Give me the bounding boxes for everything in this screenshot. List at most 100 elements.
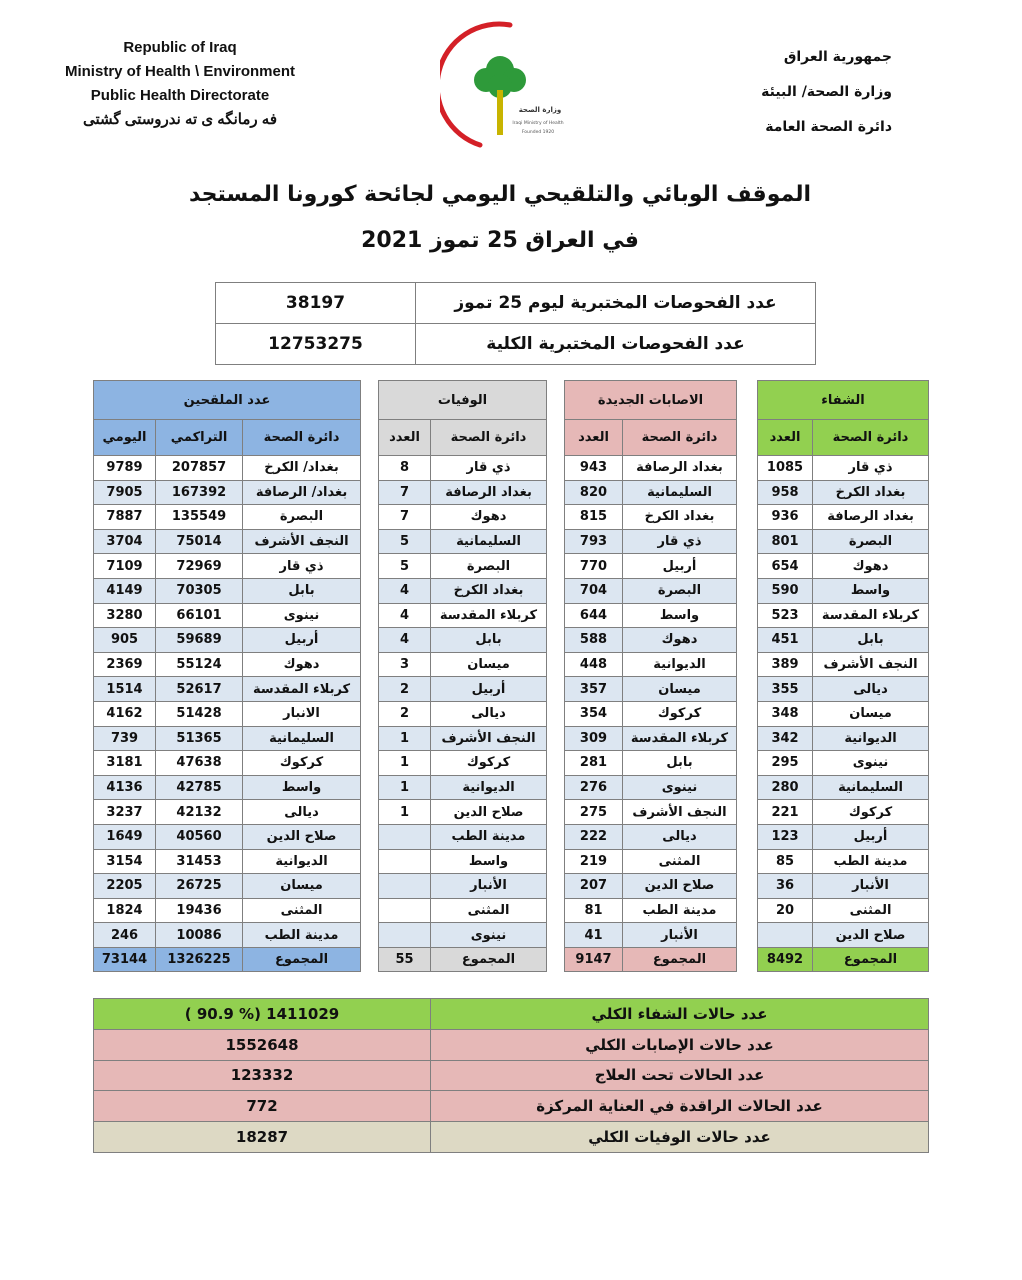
count-cell: 8 bbox=[377, 455, 432, 481]
count-cell: 135549 bbox=[155, 504, 244, 530]
count-cell: 704 bbox=[564, 577, 623, 604]
count-cell: 4149 bbox=[92, 577, 157, 604]
district-cell: النجف الأشرف bbox=[622, 799, 737, 825]
count-cell: 47638 bbox=[155, 750, 244, 776]
summary-row: عدد الحالات الراقدة في العناية المركزة 77… bbox=[93, 1090, 929, 1123]
count-cell: 280 bbox=[756, 774, 814, 801]
count-cell: 770 bbox=[564, 553, 623, 579]
table-row: واسط bbox=[377, 848, 548, 875]
table-row: صلاح الدين bbox=[756, 922, 930, 948]
table-row: الأنبار bbox=[377, 873, 548, 899]
count-cell: 7905 bbox=[92, 479, 157, 506]
table-row: ذي قار 1085 bbox=[756, 455, 930, 481]
district-cell: واسط bbox=[242, 774, 362, 801]
recovered-title: الشفاء bbox=[756, 380, 930, 420]
count-cell: 451 bbox=[756, 627, 814, 653]
summary-value: 772 bbox=[93, 1090, 431, 1123]
tests-table: عدد الفحوصات المختبرية ليوم 25 تموز 3819… bbox=[215, 282, 816, 365]
count-cell: 167392 bbox=[155, 479, 244, 506]
count-cell: 276 bbox=[564, 774, 623, 801]
district-cell: واسط bbox=[430, 848, 548, 875]
table-row: أربيل 2 bbox=[377, 676, 548, 702]
count-cell: 355 bbox=[756, 676, 814, 702]
count-cell: 739 bbox=[92, 725, 157, 752]
table-row: البصرة 5 bbox=[377, 553, 548, 579]
table-row: ميسان 357 bbox=[564, 676, 737, 702]
count-cell: 936 bbox=[756, 504, 814, 530]
district-cell: السليمانية bbox=[812, 774, 930, 801]
count-cell: 40560 bbox=[155, 823, 244, 850]
count-cell: 588 bbox=[564, 627, 623, 653]
district-cell: البصرة bbox=[430, 553, 548, 579]
total-value: 55 bbox=[377, 946, 432, 973]
table-row: الأنبار 41 bbox=[564, 922, 737, 948]
table-row: ذي قار 8 bbox=[377, 455, 548, 481]
summary-value: 1552648 bbox=[93, 1028, 431, 1061]
table-row: كركوك 221 bbox=[756, 799, 930, 825]
table-row: الديوانية 1 bbox=[377, 774, 548, 801]
header-ar-line: جمهورية العراق bbox=[783, 49, 892, 65]
table-row: واسط 644 bbox=[564, 602, 737, 629]
count-cell: 9789 bbox=[92, 455, 157, 481]
district-cell: بغداد الرصافة bbox=[430, 479, 548, 506]
table-row: مدينة الطب 81 bbox=[564, 897, 737, 924]
table-row: نينوى bbox=[377, 922, 548, 948]
header-english: Republic of Iraq Ministry of Health \ En… bbox=[30, 36, 330, 132]
total-value: 8492 bbox=[756, 946, 814, 973]
district-cell: صلاح الدين bbox=[430, 799, 548, 825]
table-row: البصرة 135549 7887 bbox=[92, 504, 362, 530]
table-row: الديوانية 448 bbox=[564, 651, 737, 678]
count-cell: 309 bbox=[564, 725, 623, 752]
count-cell: 815 bbox=[564, 504, 623, 530]
header-en-line: Ministry of Health \ Environment bbox=[64, 63, 296, 80]
count-cell: 70305 bbox=[155, 577, 244, 604]
district-cell: نينوى bbox=[812, 750, 930, 776]
district-cell: المثنى bbox=[242, 897, 362, 924]
count-cell: 36 bbox=[756, 873, 814, 899]
count-cell: 42132 bbox=[155, 799, 244, 825]
column-header: دائرة الصحة bbox=[622, 419, 737, 456]
summary-row: عدد حالات الوفيات الكلي 18287 bbox=[93, 1121, 929, 1153]
summary-label: عدد الحالات الراقدة في العناية المركزة bbox=[430, 1090, 929, 1123]
count-cell: 295 bbox=[756, 750, 814, 776]
report-subtitle: في العراق 25 تموز 2021 bbox=[361, 228, 639, 253]
cases-title-row: الاصابات الجديدة bbox=[564, 380, 737, 420]
district-cell: ديالى bbox=[242, 799, 362, 825]
district-cell: ميسان bbox=[430, 651, 548, 678]
table-row: ديالى 42132 3237 bbox=[92, 799, 362, 825]
svg-text:Iraqi Ministry of Health: Iraqi Ministry of Health bbox=[512, 120, 563, 126]
table-row: بغداد/ الكرخ 207857 9789 bbox=[92, 455, 362, 481]
table-row: البصرة 704 bbox=[564, 577, 737, 604]
table-row: المثنى 20 bbox=[756, 897, 930, 924]
district-cell: الأنبار bbox=[622, 922, 737, 948]
district-cell: صلاح الدين bbox=[622, 873, 737, 899]
district-cell: السليمانية bbox=[622, 479, 737, 506]
district-cell: الديوانية bbox=[812, 725, 930, 752]
count-cell: 52617 bbox=[155, 676, 244, 702]
count-cell: 590 bbox=[756, 577, 814, 604]
total-value: 1326225 bbox=[155, 946, 244, 973]
table-row: بغداد الرصافة 943 bbox=[564, 455, 737, 481]
deaths-total-row: المجموع 55 bbox=[377, 946, 548, 973]
svg-text:وزارة الصحة: وزارة الصحة bbox=[519, 106, 562, 114]
table-row: ذي قار 72969 7109 bbox=[92, 553, 362, 579]
tests-row-daily: عدد الفحوصات المختبرية ليوم 25 تموز 3819… bbox=[215, 282, 816, 324]
count-cell bbox=[377, 922, 432, 948]
header-kurdish-line: فه رمانگه ی ته ندروستی گشتی bbox=[82, 111, 278, 128]
deaths-header-row: دائرة الصحة العدد bbox=[377, 419, 548, 456]
summary-label: عدد حالات الوفيات الكلي bbox=[430, 1121, 929, 1153]
deaths-table: الوفيات دائرة الصحة العدد ذي قار 8 بغداد الرص… bbox=[377, 380, 548, 973]
count-cell: 55124 bbox=[155, 651, 244, 678]
deaths-title-row: الوفيات bbox=[377, 380, 548, 420]
district-cell: الديوانية bbox=[622, 651, 737, 678]
count-cell bbox=[377, 823, 432, 850]
district-cell: كركوك bbox=[430, 750, 548, 776]
count-cell: 1 bbox=[377, 725, 432, 752]
count-cell: 1824 bbox=[92, 897, 157, 924]
district-cell: كربلاء المقدسة bbox=[430, 602, 548, 629]
count-cell: 246 bbox=[92, 922, 157, 948]
summary-value: ( 90.9 %) 1411029 bbox=[93, 998, 431, 1030]
summary-row: عدد الحالات تحت العلاج 123332 bbox=[93, 1059, 929, 1092]
count-cell: 4 bbox=[377, 602, 432, 629]
count-cell: 41 bbox=[564, 922, 623, 948]
